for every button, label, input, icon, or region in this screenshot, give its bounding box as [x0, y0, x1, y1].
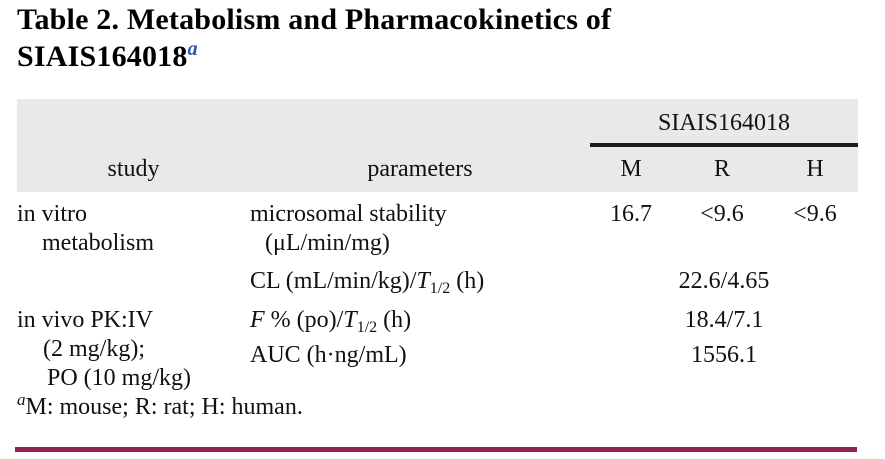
table-title-line1: Table 2. Metabolism and Pharmacokinetics… — [17, 3, 612, 36]
column-header-h: H — [806, 156, 824, 182]
value-f-thalf-merged: 18.4/7.1 — [684, 307, 764, 333]
title-footnote-link[interactable]: a — [187, 38, 198, 60]
parameter-cl-suffix: (h) — [450, 268, 485, 294]
parameter-f-t: T — [343, 307, 357, 333]
table-row-invivo-pk: in vivo PK:IV (2 mg/kg); PO (10 mg/kg) F… — [17, 306, 858, 393]
footnote-marker: a — [17, 390, 26, 409]
cell-study: in vivo PK:IV (2 mg/kg); PO (10 mg/kg) — [17, 306, 250, 393]
column-header-r: R — [713, 156, 730, 182]
parameter-label-line1: microsomal stability — [250, 201, 447, 227]
value-auc-merged: 1556.1 — [691, 342, 757, 368]
compound-header-rule — [590, 143, 858, 147]
table-footnote: aM: mouse; R: rat; H: human. — [17, 390, 303, 422]
table-title: Table 2. Metabolism and Pharmacokinetics… — [17, 1, 611, 75]
cell-study: in vitro metabolism — [17, 200, 250, 258]
parameter-cl-t: T — [416, 268, 430, 294]
column-header-study: study — [107, 156, 160, 182]
cell-parameter-auc: AUC (h·ng/mL) — [250, 342, 407, 368]
column-header-m: M — [620, 156, 642, 182]
study-label-line2: (2 mg/kg); — [43, 336, 145, 362]
subrow-auc: AUC (h·ng/mL) 1556.1 — [250, 341, 858, 370]
parameter-f-mid: % (po)/ — [264, 307, 344, 333]
subrow-bioavailability: F % (po)/T1/2 (h) 18.4/7.1 — [250, 306, 858, 336]
study-label-line1: in vitro — [17, 201, 87, 227]
bottom-divider-rule — [15, 447, 857, 452]
column-header-parameters: parameters — [367, 156, 473, 182]
value-rat: <9.6 — [700, 201, 744, 227]
value-human: <9.6 — [793, 201, 837, 227]
cell-parameter: F % (po)/T1/2 (h) — [250, 306, 590, 336]
invivo-parameter-rows: F % (po)/T1/2 (h) 18.4/7.1 AUC (h·ng/mL)… — [250, 306, 858, 370]
compound-header: SIAIS164018 — [657, 109, 790, 136]
value-mouse: 16.7 — [610, 201, 652, 227]
value-cl-thalf-merged: 22.6/4.65 — [678, 268, 770, 294]
column-header-row: study parameters M R H — [17, 147, 858, 192]
study-label-line2: metabolism — [42, 230, 154, 256]
parameter-f: F — [250, 307, 265, 333]
parameter-f-suffix: (h) — [377, 307, 412, 333]
table-row-invitro-metabolism: in vitro metabolism microsomal stability… — [17, 200, 858, 258]
footnote-text: M: mouse; R: rat; H: human. — [25, 394, 303, 420]
parameter-cl-prefix: CL (mL/min/kg)/ — [250, 268, 417, 294]
parameter-label-line2: (μL/min/mg) — [265, 230, 390, 256]
study-label-line3: PO (10 mg/kg) — [47, 365, 191, 391]
parameter-f-sub: 1/2 — [356, 319, 378, 336]
table-title-line2: SIAIS164018 — [17, 40, 188, 73]
cell-parameter: CL (mL/min/kg)/T1/2 (h) — [250, 267, 590, 297]
study-label-line1: in vivo PK:IV — [17, 307, 154, 333]
table-2: SIAIS164018 study parameters M R H in vi… — [17, 99, 858, 393]
table-row-clearance: CL (mL/min/kg)/T1/2 (h) 22.6/4.65 — [17, 267, 858, 297]
compound-header-row: SIAIS164018 — [17, 99, 858, 143]
cell-parameter: microsomal stability (μL/min/mg) — [250, 200, 590, 258]
parameter-cl-sub: 1/2 — [429, 280, 451, 297]
table-header-band: SIAIS164018 study parameters M R H — [17, 99, 858, 192]
